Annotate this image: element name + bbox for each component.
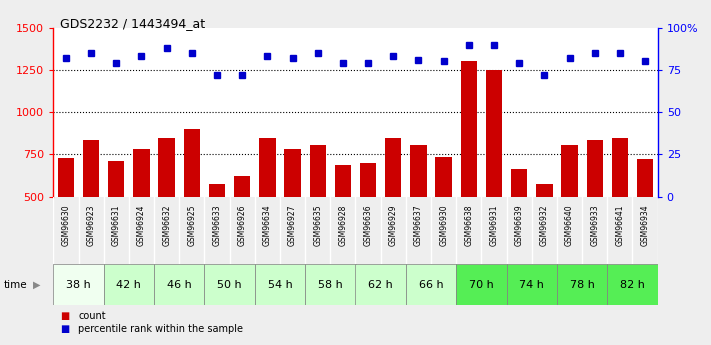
- Text: 42 h: 42 h: [117, 280, 141, 289]
- Text: 82 h: 82 h: [620, 280, 645, 289]
- Bar: [133, 149, 149, 197]
- Text: GSM96927: GSM96927: [288, 205, 297, 246]
- Text: 58 h: 58 h: [318, 280, 343, 289]
- Text: GSM96637: GSM96637: [414, 205, 423, 246]
- Text: GSM96630: GSM96630: [61, 205, 70, 246]
- Text: GSM96926: GSM96926: [237, 205, 247, 246]
- Bar: [205, 264, 255, 305]
- Text: GSM96933: GSM96933: [590, 205, 599, 246]
- Bar: [511, 169, 528, 197]
- Bar: [360, 163, 376, 197]
- Bar: [562, 145, 578, 197]
- Bar: [385, 138, 402, 197]
- Text: GSM96640: GSM96640: [565, 205, 574, 246]
- Text: GSM96923: GSM96923: [87, 205, 95, 246]
- Text: 78 h: 78 h: [570, 280, 594, 289]
- Bar: [305, 264, 356, 305]
- Text: GSM96636: GSM96636: [363, 205, 373, 246]
- Text: 66 h: 66 h: [419, 280, 444, 289]
- Bar: [461, 61, 477, 197]
- Text: GSM96631: GSM96631: [112, 205, 121, 246]
- Text: GSM96925: GSM96925: [187, 205, 196, 246]
- Text: GSM96633: GSM96633: [213, 205, 222, 246]
- Text: 70 h: 70 h: [469, 280, 493, 289]
- Text: GSM96632: GSM96632: [162, 205, 171, 246]
- Bar: [506, 264, 557, 305]
- Text: ▶: ▶: [33, 280, 41, 289]
- Bar: [53, 264, 104, 305]
- Bar: [611, 138, 628, 197]
- Text: ■: ■: [60, 311, 70, 321]
- Text: GSM96634: GSM96634: [263, 205, 272, 246]
- Bar: [536, 184, 552, 197]
- Text: 74 h: 74 h: [519, 280, 544, 289]
- Bar: [234, 176, 250, 197]
- Bar: [587, 140, 603, 197]
- Bar: [58, 158, 74, 197]
- Bar: [356, 264, 406, 305]
- Bar: [435, 157, 451, 197]
- Text: GDS2232 / 1443494_at: GDS2232 / 1443494_at: [60, 17, 205, 30]
- Bar: [83, 140, 100, 197]
- Text: GSM96934: GSM96934: [641, 205, 650, 246]
- Bar: [154, 264, 205, 305]
- Bar: [335, 165, 351, 197]
- Text: GSM96932: GSM96932: [540, 205, 549, 246]
- Text: 46 h: 46 h: [167, 280, 191, 289]
- Bar: [209, 184, 225, 197]
- Bar: [607, 264, 658, 305]
- Text: GSM96931: GSM96931: [489, 205, 498, 246]
- Text: percentile rank within the sample: percentile rank within the sample: [78, 325, 243, 334]
- Bar: [557, 264, 607, 305]
- Text: GSM96641: GSM96641: [616, 205, 624, 246]
- Text: ■: ■: [60, 325, 70, 334]
- Text: GSM96639: GSM96639: [515, 205, 524, 246]
- Text: time: time: [4, 280, 27, 289]
- Bar: [456, 264, 506, 305]
- Bar: [410, 145, 427, 197]
- Bar: [284, 149, 301, 197]
- Text: 38 h: 38 h: [66, 280, 91, 289]
- Text: GSM96924: GSM96924: [137, 205, 146, 246]
- Text: 50 h: 50 h: [218, 280, 242, 289]
- Text: GSM96635: GSM96635: [314, 205, 322, 246]
- Bar: [260, 138, 276, 197]
- Bar: [108, 161, 124, 197]
- Text: 62 h: 62 h: [368, 280, 393, 289]
- Text: GSM96928: GSM96928: [338, 205, 348, 246]
- Text: GSM96929: GSM96929: [389, 205, 397, 246]
- Text: GSM96638: GSM96638: [464, 205, 474, 246]
- Text: 54 h: 54 h: [267, 280, 292, 289]
- Bar: [486, 70, 502, 197]
- Bar: [183, 129, 200, 197]
- Bar: [255, 264, 305, 305]
- Bar: [637, 159, 653, 197]
- Bar: [159, 138, 175, 197]
- Bar: [406, 264, 456, 305]
- Bar: [104, 264, 154, 305]
- Text: count: count: [78, 311, 106, 321]
- Bar: [309, 145, 326, 197]
- Text: GSM96930: GSM96930: [439, 205, 448, 246]
